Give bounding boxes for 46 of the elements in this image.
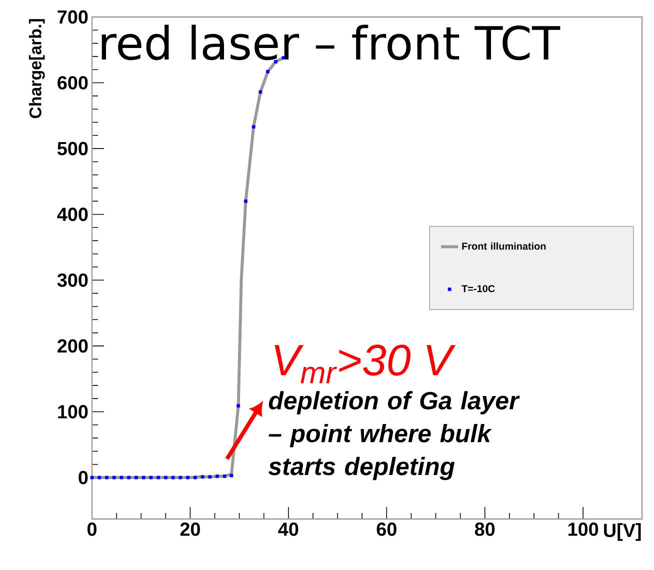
point xyxy=(171,476,175,480)
annotation: depletion of Ga layer – point where bulk starts depleting xyxy=(268,391,520,480)
legend-label: Front illumination xyxy=(462,242,546,250)
chart-title: red laser – front TCT xyxy=(102,24,560,60)
y-tick-label: 500 xyxy=(57,142,88,156)
point xyxy=(105,476,108,480)
y-tick-label: 100 xyxy=(58,405,88,418)
x-axis-title: U[V] xyxy=(604,523,641,541)
point xyxy=(178,476,182,480)
point xyxy=(98,476,102,480)
y-tick-label: 700 xyxy=(58,10,88,24)
y-tick-label: 200 xyxy=(58,339,88,353)
point xyxy=(216,474,219,478)
x-tick-label: 80 xyxy=(474,522,495,536)
point xyxy=(142,476,146,480)
point xyxy=(90,476,94,480)
point xyxy=(208,475,212,479)
point xyxy=(193,476,197,480)
x-tick-label: 20 xyxy=(180,522,200,536)
point xyxy=(112,476,116,480)
legend-label: T=-10C xyxy=(462,285,495,292)
point xyxy=(120,476,124,480)
y-tick-label: 0 xyxy=(78,470,88,484)
annotation: V$_{mr}$>30 V xyxy=(274,344,456,384)
point xyxy=(164,476,168,480)
point xyxy=(252,125,256,129)
point xyxy=(186,476,190,480)
point xyxy=(236,404,240,408)
point xyxy=(156,476,160,480)
point xyxy=(127,476,131,480)
y-tick-label: 300 xyxy=(57,273,88,287)
point xyxy=(230,474,234,478)
x-tick-label: 40 xyxy=(278,522,298,536)
y-tick-label: 600 xyxy=(58,76,88,90)
point xyxy=(222,474,226,478)
point xyxy=(149,476,153,480)
y-axis-title: Charge[arb.] xyxy=(28,19,45,118)
y-tick-label: 400 xyxy=(57,208,88,222)
point xyxy=(258,90,262,94)
point xyxy=(200,475,204,479)
point xyxy=(266,70,270,74)
x-tick-label: 60 xyxy=(376,522,396,536)
point xyxy=(134,476,138,480)
x-tick-label: 0 xyxy=(87,522,96,536)
x-tick-label: 100 xyxy=(568,522,598,536)
point xyxy=(244,200,248,203)
